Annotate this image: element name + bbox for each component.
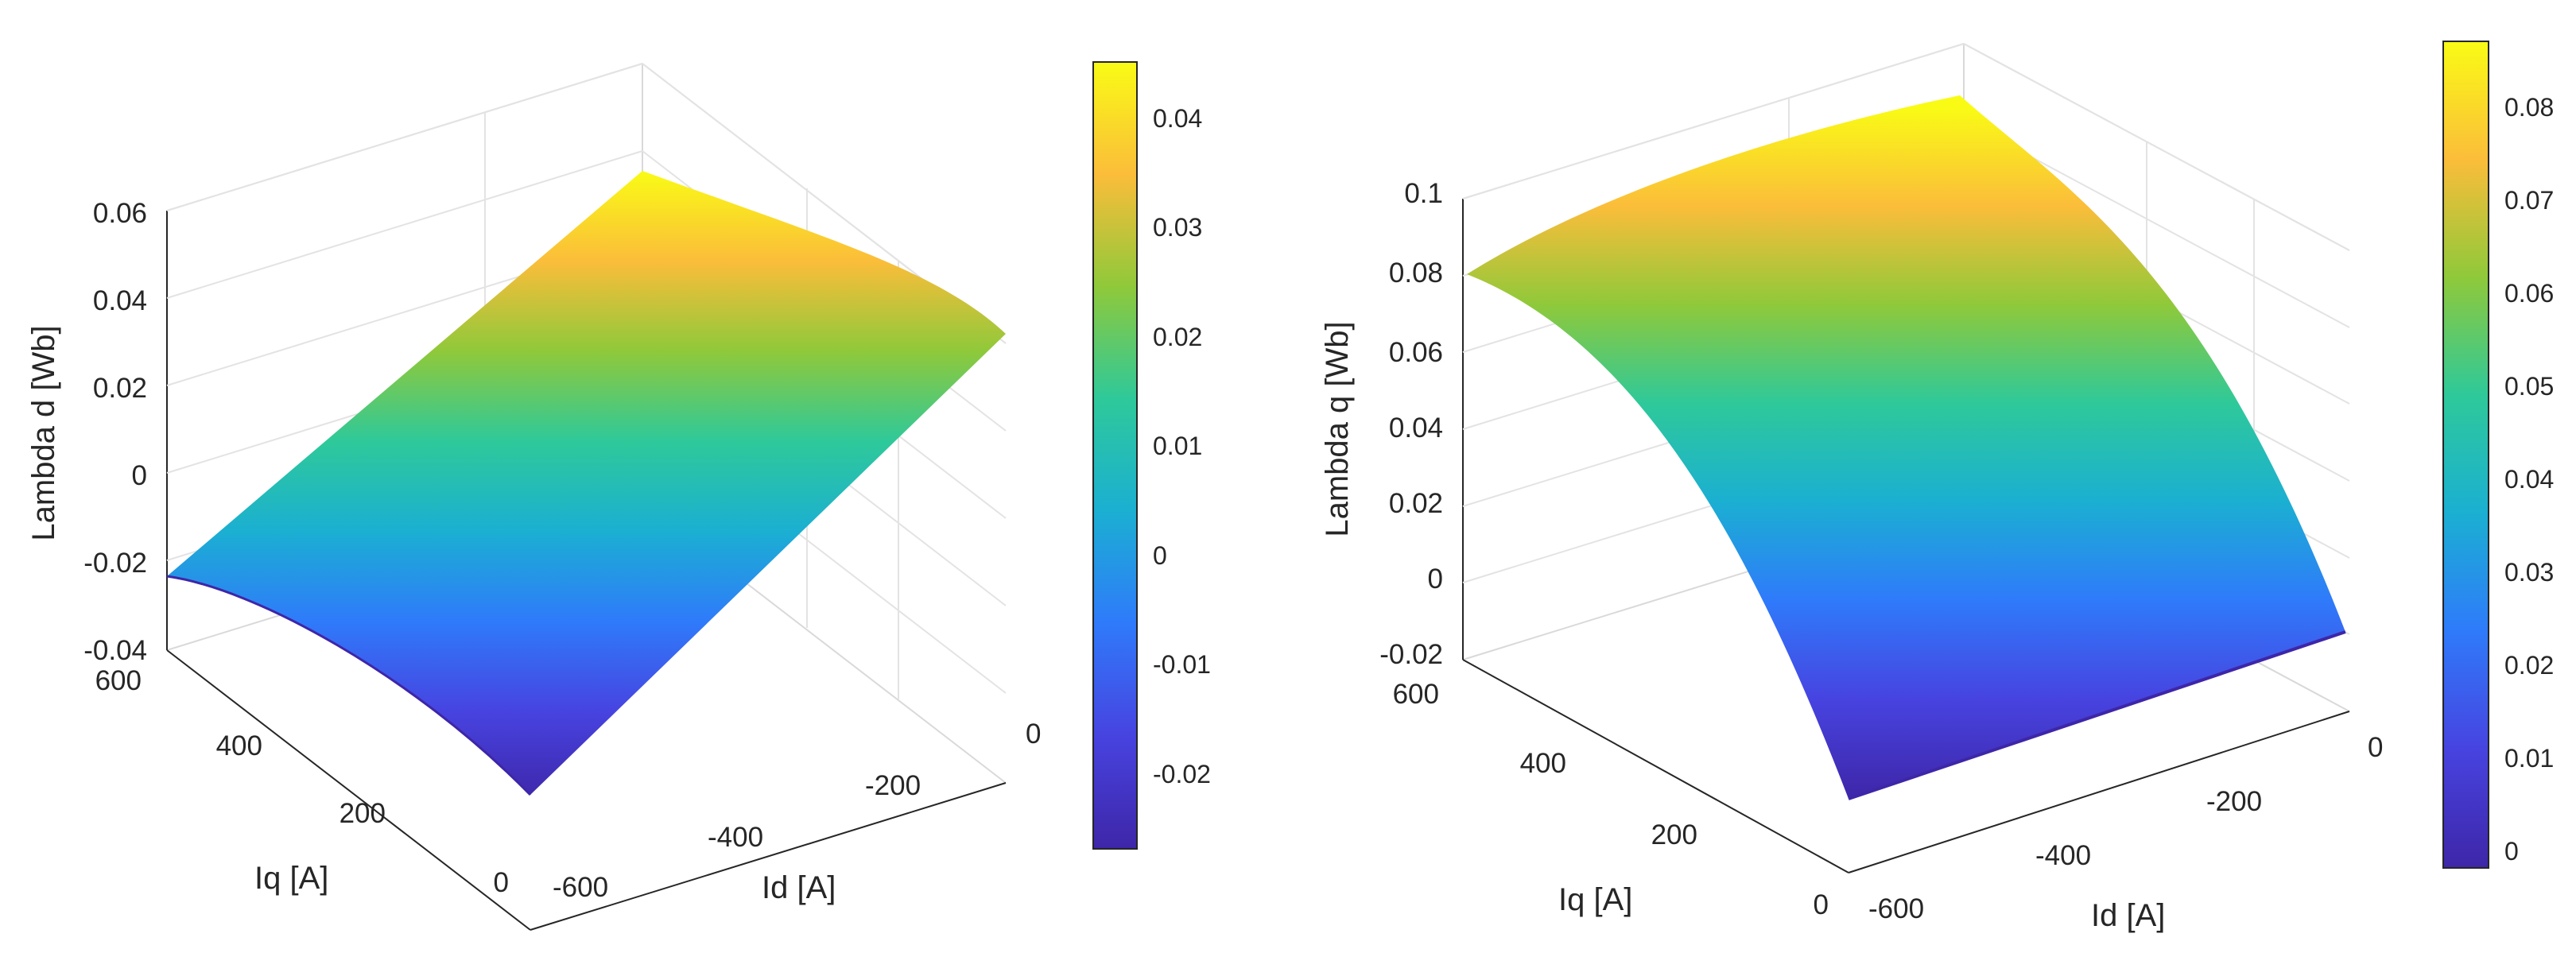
grid-line xyxy=(1462,43,1965,199)
y-tick: 600 xyxy=(95,665,142,696)
colorbar-tick: 0 xyxy=(2504,837,2519,866)
surface-lambda-q-edge xyxy=(1848,630,2346,800)
colorbar-tick: 0.07 xyxy=(2504,186,2554,215)
grid-line xyxy=(166,63,643,211)
z-axis-ticks: -0.04 -0.02 0 0.02 0.04 0.06 xyxy=(83,198,147,666)
colorbar-tick: 0.08 xyxy=(2504,93,2554,122)
x-tick: -600 xyxy=(553,872,608,903)
colorbar-tick: 0.04 xyxy=(2504,465,2554,494)
y-axis-label: Iq [A] xyxy=(254,861,328,896)
surface-lambda-d xyxy=(167,171,1006,795)
y-tick: 200 xyxy=(339,798,386,829)
z-axis-label: Lambda d [Wb] xyxy=(26,325,61,540)
colorbar-tick: 0.06 xyxy=(2504,279,2554,308)
z-tick: -0.02 xyxy=(83,548,147,579)
z-tick: 0.04 xyxy=(93,285,147,316)
plot-lambda-q: -0.02 0 0.02 0.04 0.06 0.08 0.1 0 200 40… xyxy=(1320,41,2554,933)
plot-lambda-d: -0.04 -0.02 0 0.02 0.04 0.06 0 200 400 6… xyxy=(26,61,1211,931)
y-tick: 600 xyxy=(1393,679,1439,710)
colorbar-tick: 0.03 xyxy=(1153,213,1202,242)
y-tick: 400 xyxy=(216,730,262,761)
colorbar-tick: 0.02 xyxy=(2504,651,2554,680)
x-tick: -200 xyxy=(2206,786,2262,817)
z-tick: 0.02 xyxy=(93,373,147,404)
colorbar-tick: 0 xyxy=(1153,541,1167,570)
z-tick: 0 xyxy=(1428,564,1443,595)
z-tick: 0 xyxy=(132,460,147,491)
colorbar-tick: 0.01 xyxy=(1153,432,1202,460)
x-axis-ticks: -600 -400 -200 0 xyxy=(553,719,1041,903)
colorbar-ticks: -0.02 -0.01 0 0.01 0.02 0.03 0.04 xyxy=(1153,104,1211,788)
surface-lambda-d-edge xyxy=(166,575,532,796)
y-tick: 0 xyxy=(494,867,509,898)
z-tick: 0.06 xyxy=(1389,337,1443,368)
x-tick: 0 xyxy=(1026,719,1041,750)
y-tick: 400 xyxy=(1520,748,1566,779)
colorbar xyxy=(2442,41,2489,869)
x-tick: -600 xyxy=(1868,893,1924,924)
y-axis-ticks: 0 200 400 600 xyxy=(95,665,509,898)
z-tick: -0.04 xyxy=(83,635,147,666)
x-axis-ticks: -600 -400 -200 0 xyxy=(1868,732,2383,924)
grid-line xyxy=(1963,43,2350,251)
grid-line xyxy=(166,150,643,299)
x-tick: 0 xyxy=(2368,732,2383,763)
x-tick: -400 xyxy=(708,822,763,853)
z-tick: 0.06 xyxy=(93,198,147,229)
z-axis-ticks: -0.02 0 0.02 0.04 0.06 0.08 0.1 xyxy=(1379,178,1443,670)
x-axis-label: Id [A] xyxy=(762,870,836,905)
colorbar-tick: 0.04 xyxy=(1153,104,1202,133)
colorbar-tick: -0.02 xyxy=(1153,760,1211,788)
z-axis-label: Lambda q [Wb] xyxy=(1320,321,1355,536)
z-tick: 0.04 xyxy=(1389,413,1443,444)
y-tick: 200 xyxy=(1651,819,1697,850)
colorbar-tick: 0.02 xyxy=(1153,323,1202,351)
colorbar-ticks: 0 0.01 0.02 0.03 0.04 0.05 0.06 0.07 0.0… xyxy=(2504,93,2554,866)
x-tick: -200 xyxy=(865,770,921,801)
z-tick: 0.08 xyxy=(1389,258,1443,289)
colorbar xyxy=(1092,61,1138,850)
x-axis-label: Id [A] xyxy=(2091,898,2165,933)
surface-lambda-q xyxy=(1467,95,2345,799)
z-tick: -0.02 xyxy=(1379,639,1443,670)
colorbar-tick: 0.03 xyxy=(2504,558,2554,587)
z-tick: 0.02 xyxy=(1389,488,1443,519)
colorbar-tick: 0.01 xyxy=(2504,744,2554,773)
y-axis-ticks: 0 200 400 600 xyxy=(1393,679,1829,920)
colorbar-tick: 0.05 xyxy=(2504,372,2554,401)
colorbar-lambda-d: -0.02 -0.01 0 0.01 0.02 0.03 0.04 xyxy=(1092,61,1211,850)
colorbar-tick: -0.01 xyxy=(1153,650,1211,679)
z-tick: 0.1 xyxy=(1404,178,1443,209)
y-axis-label: Iq [A] xyxy=(1558,882,1632,917)
colorbar-lambda-q: 0 0.01 0.02 0.03 0.04 0.05 0.06 0.07 0.0… xyxy=(2442,41,2554,869)
x-tick: -400 xyxy=(2035,840,2091,871)
y-tick: 0 xyxy=(1814,889,1829,920)
